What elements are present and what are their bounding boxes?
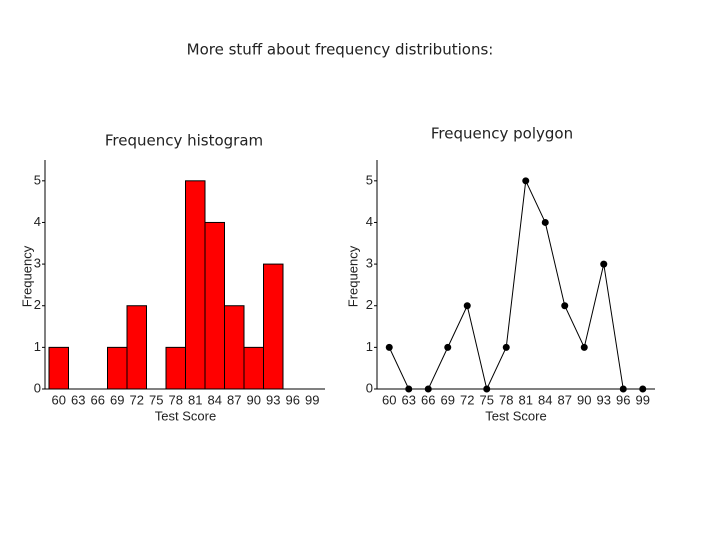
page-title: More stuff about frequency distributions… [187, 41, 494, 59]
y-tick-label: 5 [366, 172, 373, 187]
bar [263, 263, 284, 390]
point [541, 218, 549, 226]
x-axis-label: Test Score [155, 408, 216, 423]
x-tick-label: 81 [519, 392, 533, 407]
x-tick-label: 90 [577, 392, 591, 407]
x-tick-label: 78 [499, 392, 513, 407]
bar [224, 305, 245, 390]
y-tick-label: 1 [34, 339, 41, 354]
y-axis-label: Frequency [19, 245, 34, 307]
bar [48, 346, 69, 390]
point [600, 260, 608, 268]
y-tick-label: 4 [366, 214, 373, 229]
x-tick-label: 63 [71, 392, 85, 407]
y-tick-label: 2 [34, 297, 41, 312]
x-axis-label: Test Score [485, 408, 546, 423]
y-tick-label: 3 [34, 256, 41, 271]
x-tick-label: 84 [208, 392, 222, 407]
chart-title: Frequency histogram [105, 132, 263, 150]
x-tick-label: 69 [441, 392, 455, 407]
y-tick-label: 1 [366, 339, 373, 354]
x-tick-label: 63 [402, 392, 416, 407]
point [444, 343, 452, 351]
bar [126, 305, 147, 390]
point [561, 302, 569, 310]
y-tick-label: 0 [34, 380, 41, 395]
x-tick-label: 96 [286, 392, 300, 407]
chart-title: Frequency polygon [431, 125, 573, 143]
x-tick-label: 69 [110, 392, 124, 407]
bar [204, 221, 225, 390]
bar [243, 346, 264, 390]
x-tick-label: 72 [460, 392, 474, 407]
x-tick-label: 96 [616, 392, 630, 407]
y-tick-label: 5 [34, 172, 41, 187]
x-tick-label: 84 [538, 392, 552, 407]
x-tick-label: 93 [266, 392, 280, 407]
bar [165, 346, 186, 390]
x-tick-label: 72 [130, 392, 144, 407]
y-tick-label: 0 [366, 380, 373, 395]
point [580, 343, 588, 351]
bar [185, 180, 206, 390]
point [463, 302, 471, 310]
point [385, 343, 393, 351]
y-tick-label: 2 [366, 297, 373, 312]
y-axis-label: Frequency [345, 245, 360, 307]
x-tick-label: 66 [91, 392, 105, 407]
bar [107, 346, 128, 390]
x-tick-label: 78 [169, 392, 183, 407]
x-tick-label: 81 [188, 392, 202, 407]
x-tick-label: 60 [52, 392, 66, 407]
y-tick-label: 4 [34, 214, 41, 229]
x-tick-label: 75 [480, 392, 494, 407]
x-tick-label: 93 [597, 392, 611, 407]
y-tick-label: 3 [366, 256, 373, 271]
x-tick-label: 99 [636, 392, 650, 407]
point [522, 177, 530, 185]
point [502, 343, 510, 351]
polygon-line [388, 179, 643, 391]
x-tick-label: 66 [421, 392, 435, 407]
x-tick-label: 99 [305, 392, 319, 407]
x-tick-label: 87 [558, 392, 572, 407]
x-tick-label: 90 [247, 392, 261, 407]
x-tick-label: 75 [149, 392, 163, 407]
x-tick-label: 87 [227, 392, 241, 407]
x-tick-label: 60 [382, 392, 396, 407]
